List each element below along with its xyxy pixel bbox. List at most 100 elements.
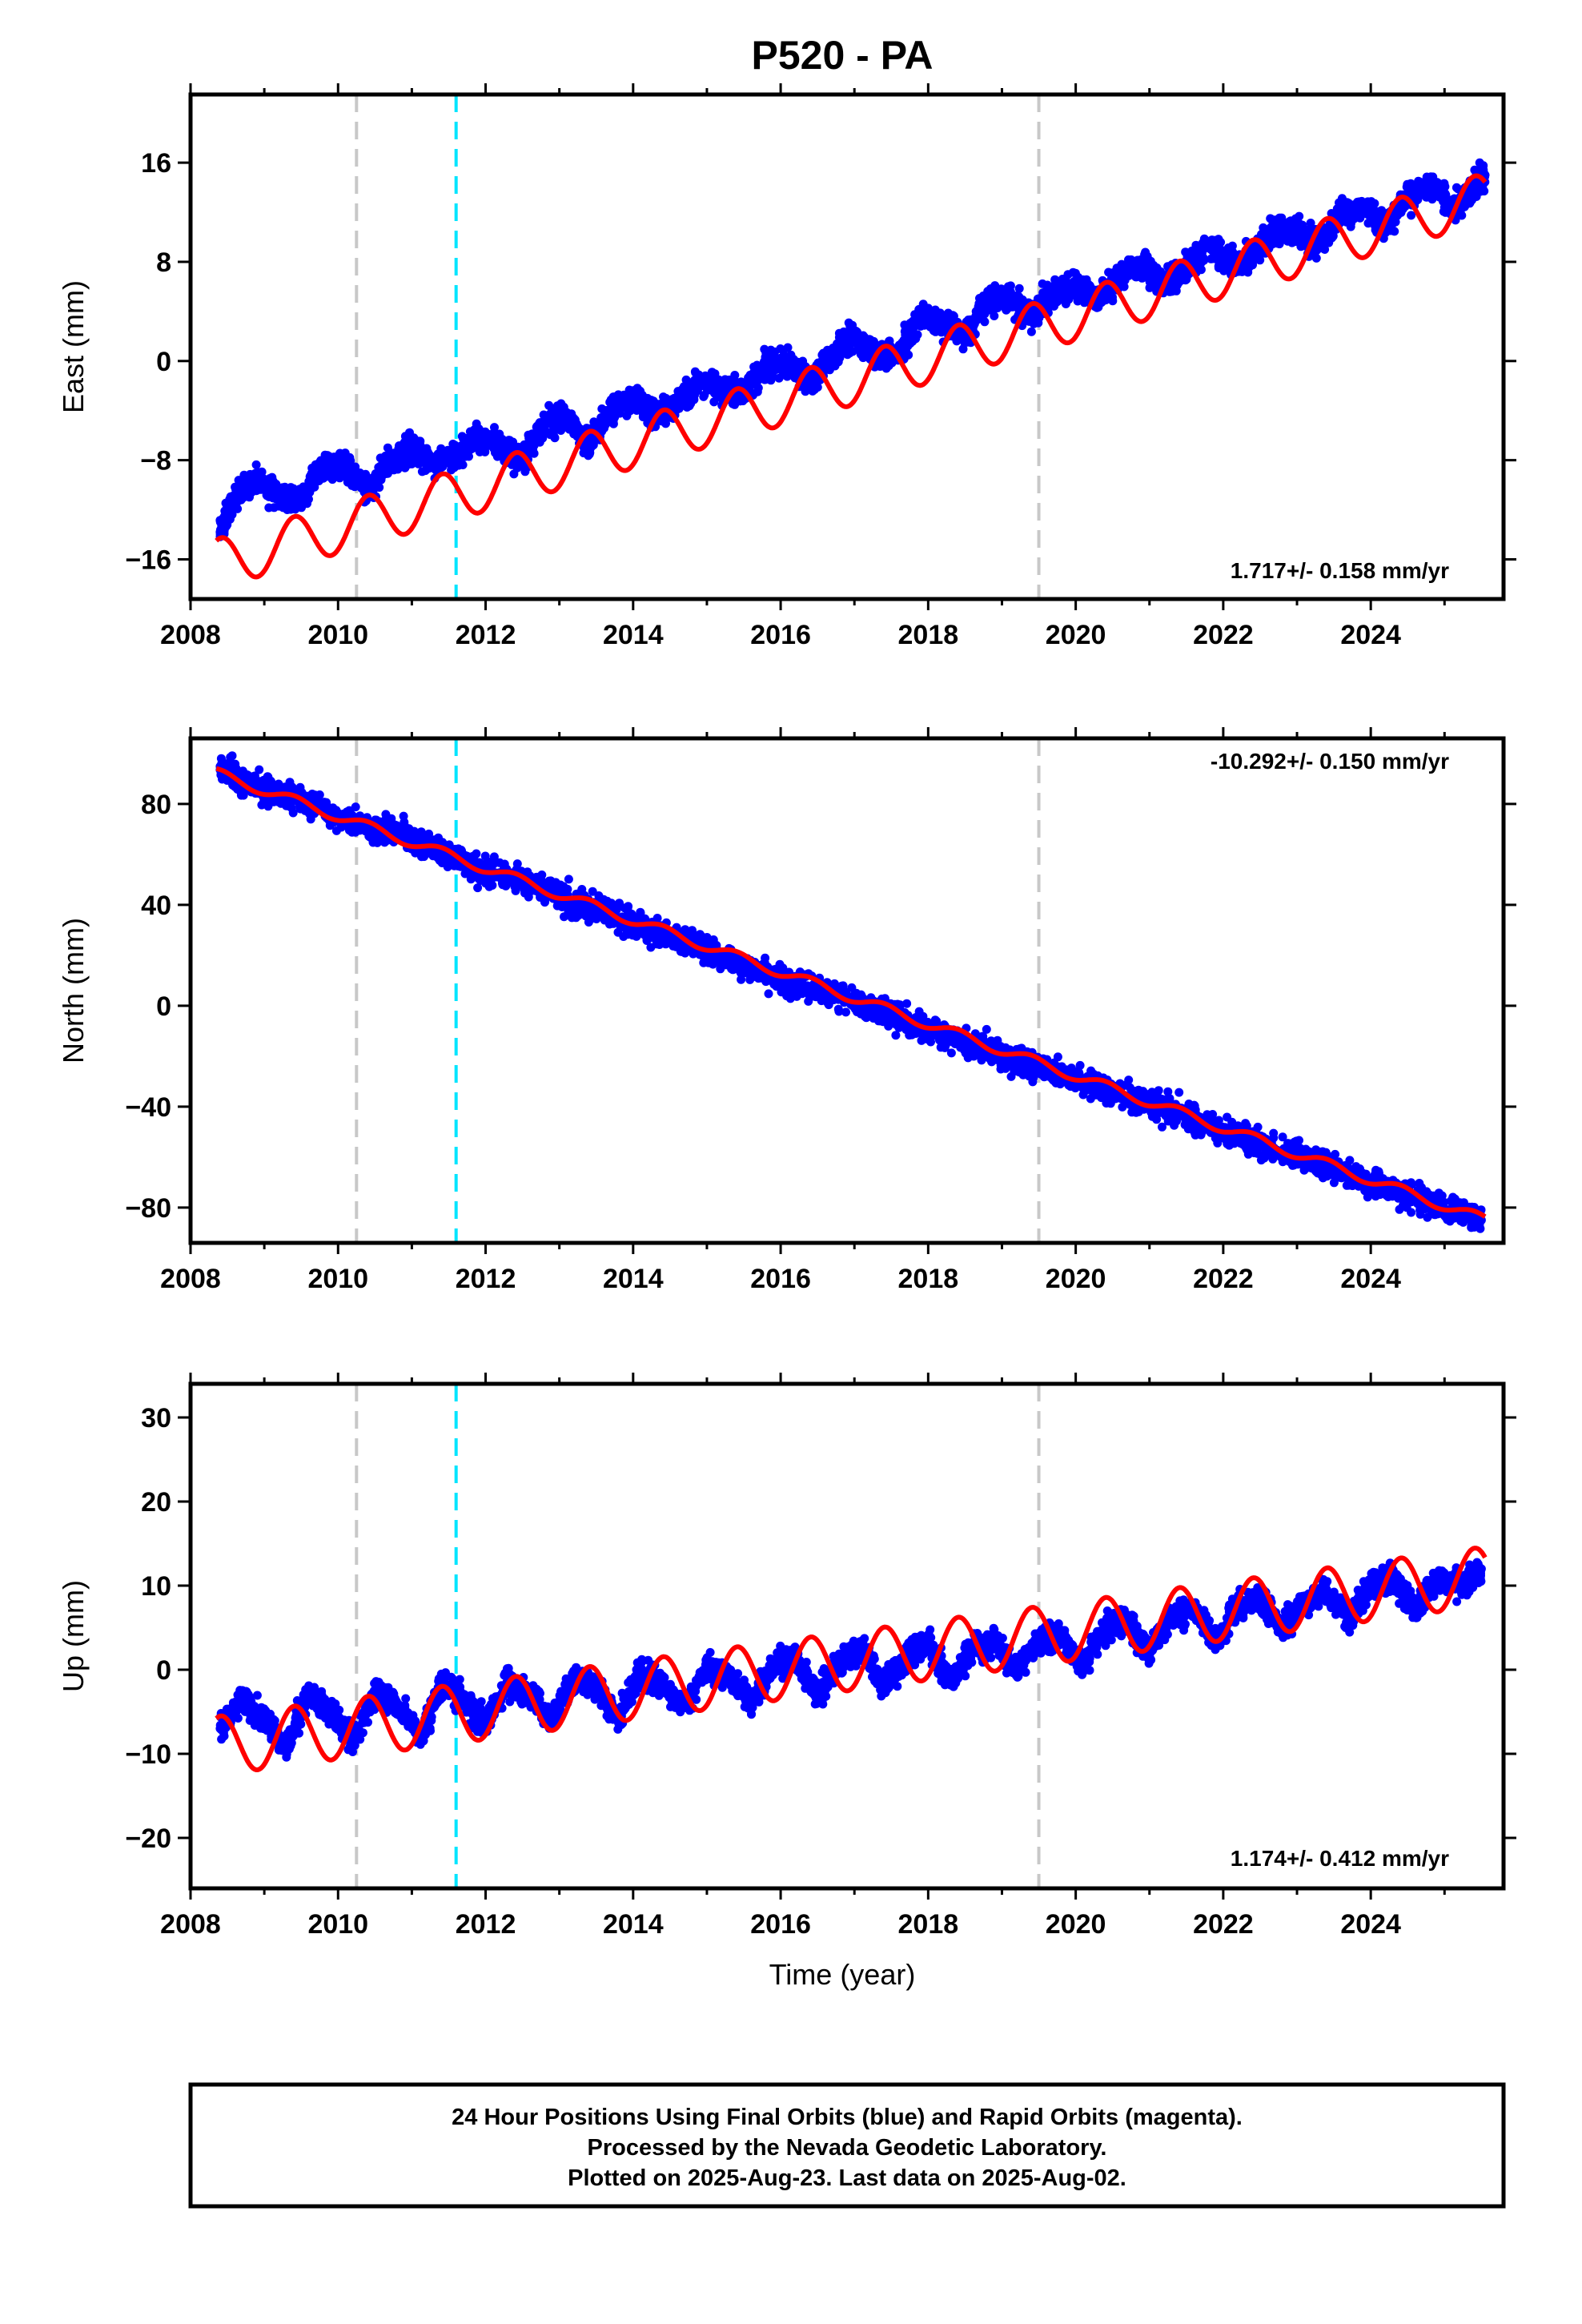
east-point (365, 478, 375, 488)
east-point (1014, 283, 1024, 293)
east-point (394, 461, 404, 471)
east-point (348, 469, 358, 479)
east-point (219, 513, 228, 523)
north-point (255, 765, 264, 774)
east-point (1171, 286, 1181, 296)
east-sample-point (562, 413, 572, 423)
east-point (779, 346, 788, 356)
east-point (1219, 255, 1228, 264)
north-point (252, 780, 262, 790)
east-sample-point (828, 349, 837, 358)
east-point (966, 315, 975, 324)
north-panel: 2008 2010 2012 2014 2016 2018 2020 2022 2024−80−… (57, 727, 1516, 1294)
east-sample-point (849, 330, 859, 340)
north-point (524, 892, 533, 902)
east-point (829, 360, 837, 370)
east-point (855, 346, 865, 356)
y-tick-label: −16 (125, 545, 171, 575)
east-point (1275, 213, 1284, 223)
east-point (371, 474, 381, 484)
x-tick-label: 2010 (307, 620, 368, 650)
east-point (806, 384, 816, 393)
north-point (443, 862, 452, 871)
east-sample-point (783, 359, 793, 368)
east-point (1428, 172, 1438, 182)
north-point (406, 829, 415, 838)
east-point (251, 460, 261, 469)
east-sample-point (628, 393, 638, 403)
north-point (325, 821, 335, 830)
east-point (928, 309, 938, 319)
east-point (547, 408, 556, 417)
east-points (215, 158, 1490, 541)
east-point (1427, 195, 1437, 204)
east-point (589, 417, 599, 427)
east-point (1393, 211, 1403, 220)
east-sample-point (275, 490, 284, 500)
east-sample-point (717, 384, 726, 393)
east-point (285, 487, 295, 497)
east-sample-point (341, 460, 350, 470)
y-tick-label: 8 (156, 247, 171, 278)
east-point (1295, 211, 1304, 221)
north-points (215, 751, 1486, 1233)
east-point (709, 397, 719, 407)
east-point (416, 437, 425, 447)
east-point (600, 407, 609, 416)
y-tick-label: −8 (140, 446, 171, 476)
east-point (882, 356, 892, 365)
east-point (416, 452, 425, 461)
east-point (331, 466, 341, 476)
north-point (375, 833, 385, 842)
east-sample-point (1425, 180, 1435, 190)
east-point (327, 475, 337, 485)
east-sample-point (673, 398, 682, 408)
east-point (1282, 225, 1291, 235)
east-point (600, 420, 610, 429)
east-point (221, 498, 231, 508)
north-point (473, 883, 483, 893)
east-sample-point (473, 429, 483, 439)
east-point (906, 332, 916, 341)
north-point (519, 882, 528, 891)
east-point (556, 426, 566, 435)
east-sample-point (407, 444, 416, 454)
east-point (724, 376, 733, 386)
y-tick-label: 16 (141, 148, 171, 179)
east-point (1149, 262, 1158, 271)
east-point (458, 460, 468, 469)
east-sample-point (1071, 280, 1081, 290)
east-sample-point (695, 376, 705, 386)
east-point (690, 390, 699, 400)
east-point (1138, 266, 1147, 275)
x-tick-label: 2008 (160, 620, 221, 650)
east-point (683, 378, 693, 388)
east-sample-point (1336, 207, 1346, 217)
east-point (851, 338, 861, 348)
east-point (1344, 202, 1354, 211)
east-point (233, 504, 243, 513)
north-point (400, 822, 410, 830)
east-point (1323, 227, 1332, 237)
east-point (482, 441, 492, 451)
east-point (409, 433, 419, 443)
east-point (1438, 189, 1447, 199)
east-sample-point (805, 376, 815, 386)
east-sample-point (296, 495, 306, 505)
east-point (1301, 227, 1311, 237)
east-point (532, 435, 541, 444)
east-point (240, 485, 250, 494)
east-point (1057, 285, 1066, 295)
east-point (1073, 296, 1082, 306)
east-sample-point (1115, 271, 1125, 280)
east-rate-label: 1.717+/- 0.158 mm/yr (1231, 558, 1449, 583)
east-sample-point (1359, 203, 1368, 213)
north-point (495, 858, 504, 867)
east-point (747, 374, 757, 384)
north-point (488, 881, 497, 890)
east-point (1306, 219, 1315, 227)
east-sample-point (916, 312, 926, 321)
east-point (1462, 195, 1471, 204)
east-sample-point (1138, 259, 1146, 267)
